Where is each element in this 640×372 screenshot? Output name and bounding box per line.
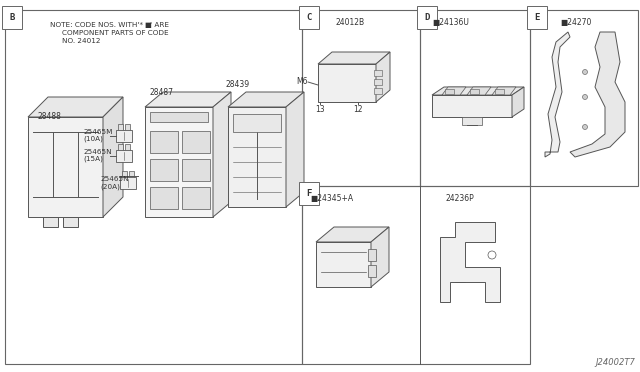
Bar (182, 159, 210, 181)
Bar (5, 10, 302, 364)
Polygon shape (116, 130, 132, 142)
Polygon shape (103, 97, 123, 217)
Bar (118, 124, 123, 130)
Bar (445, 89, 454, 94)
Text: 28488: 28488 (38, 112, 62, 121)
Polygon shape (432, 95, 512, 117)
Polygon shape (512, 87, 524, 117)
Polygon shape (318, 64, 376, 102)
Text: J24002T7: J24002T7 (595, 358, 635, 367)
Polygon shape (316, 242, 371, 287)
Polygon shape (145, 107, 213, 217)
Polygon shape (145, 92, 231, 107)
Polygon shape (316, 227, 389, 242)
Text: 25465N: 25465N (83, 149, 111, 155)
Bar (233, 114, 281, 132)
Text: 25465N: 25465N (100, 176, 129, 182)
Bar (495, 89, 504, 94)
Text: ■24270: ■24270 (560, 18, 591, 27)
Bar (462, 117, 482, 125)
Text: C: C (306, 13, 312, 22)
Bar (368, 265, 376, 277)
Bar (420, 10, 530, 186)
Text: F: F (306, 189, 312, 198)
Bar (125, 144, 130, 150)
Polygon shape (432, 87, 524, 95)
Bar (182, 187, 210, 209)
Text: M6: M6 (296, 77, 308, 87)
Polygon shape (120, 177, 136, 189)
Circle shape (322, 69, 350, 97)
Bar (125, 124, 130, 130)
Bar (150, 187, 178, 209)
Text: E: E (534, 13, 540, 22)
Polygon shape (545, 32, 570, 157)
Text: B: B (9, 13, 14, 22)
Text: 24236P: 24236P (445, 194, 474, 203)
Bar (302, 186, 530, 364)
Text: ■: ■ (144, 22, 151, 28)
Text: 28487: 28487 (150, 88, 174, 97)
Polygon shape (286, 92, 304, 207)
Bar (530, 10, 638, 186)
Text: ' ARE: ' ARE (150, 22, 169, 28)
Bar (470, 89, 479, 94)
Text: (15A): (15A) (83, 156, 103, 163)
Bar (374, 88, 382, 94)
Text: ■24345+A: ■24345+A (310, 194, 353, 203)
Polygon shape (440, 222, 500, 302)
Circle shape (582, 70, 588, 74)
Circle shape (332, 79, 340, 87)
Text: 12: 12 (353, 105, 363, 114)
Polygon shape (570, 32, 625, 157)
Bar (122, 171, 127, 177)
Circle shape (582, 94, 588, 99)
Bar (129, 171, 134, 177)
Text: D: D (424, 13, 429, 22)
Text: (20A): (20A) (100, 183, 120, 189)
Bar (374, 79, 382, 85)
Polygon shape (228, 107, 286, 207)
Bar (182, 131, 210, 153)
Polygon shape (371, 227, 389, 287)
Bar (368, 249, 376, 261)
Bar (150, 159, 178, 181)
Polygon shape (116, 150, 132, 162)
Bar (118, 144, 123, 150)
Polygon shape (228, 92, 304, 107)
Text: 13: 13 (315, 105, 325, 114)
Polygon shape (28, 117, 103, 217)
Text: 24012B: 24012B (336, 18, 365, 27)
Bar (150, 112, 208, 122)
Bar (150, 131, 178, 153)
Text: NOTE: CODE NOS. WITH'*: NOTE: CODE NOS. WITH'* (50, 22, 143, 28)
Polygon shape (28, 97, 123, 117)
Bar (63, 217, 78, 227)
Polygon shape (213, 92, 231, 217)
Polygon shape (467, 87, 491, 95)
Bar (374, 70, 382, 76)
Text: COMPONENT PARTS OF CODE: COMPONENT PARTS OF CODE (62, 30, 168, 36)
Polygon shape (376, 52, 390, 102)
Text: NO. 24012: NO. 24012 (62, 38, 100, 44)
Bar (302, 10, 420, 186)
Circle shape (582, 125, 588, 129)
Text: (10A): (10A) (83, 136, 103, 142)
Bar (43, 217, 58, 227)
Text: ■24136U: ■24136U (432, 18, 469, 27)
Text: 28439: 28439 (226, 80, 250, 89)
Circle shape (327, 74, 345, 92)
Polygon shape (442, 87, 466, 95)
Polygon shape (492, 87, 516, 95)
Polygon shape (318, 52, 390, 64)
Text: 25465M: 25465M (83, 129, 113, 135)
